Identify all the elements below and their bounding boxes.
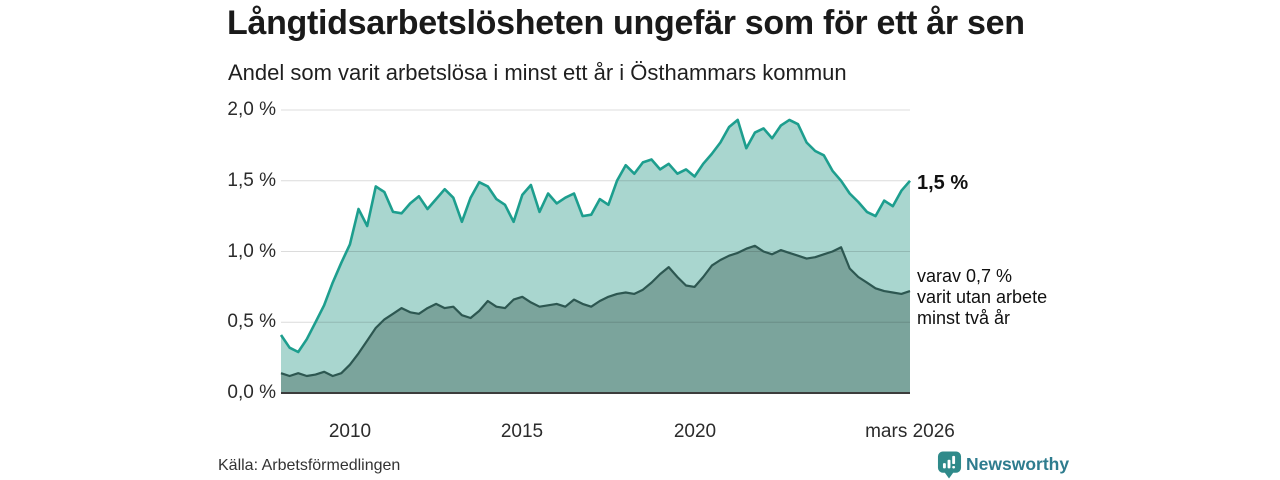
- end-value-label-two-years: varav 0,7 % varit utan arbete minst två …: [917, 266, 1048, 328]
- y-tick-1-0: 1,0 %: [227, 240, 276, 262]
- page-title: Långtidsarbetslösheten ungefär som för e…: [227, 4, 1025, 42]
- newsworthy-logo-text: Newsworthy: [966, 454, 1070, 474]
- x-tick-mars-2026: mars 2026: [865, 421, 955, 442]
- x-tick-2010: 2010: [328, 421, 372, 442]
- end-value-label-total: 1,5 %: [917, 172, 969, 194]
- logo-bars: [942, 455, 956, 469]
- line-unemployed-two-years: [280, 244, 911, 378]
- source-note: Källa: Arbetsförmedlingen: [218, 457, 401, 474]
- chart-subtitle: Andel som varit arbetslösa i minst ett å…: [228, 60, 847, 85]
- gridlines: [281, 109, 910, 323]
- area-unemployed-two-years: [281, 245, 910, 393]
- y-tick-0-5: 0,5 %: [227, 311, 276, 333]
- y-tick-2-0: 2,0 %: [227, 99, 276, 120]
- x-tick-2020: 2020: [673, 421, 717, 442]
- y-tick-0-0: 0,0 %: [227, 382, 276, 403]
- y-tick-1-5: 1,5 %: [227, 169, 276, 191]
- newsworthy-logo-icon: [937, 451, 962, 479]
- x-tick-2015: 2015: [500, 421, 544, 442]
- line-unemployed-one-year: [279, 118, 911, 354]
